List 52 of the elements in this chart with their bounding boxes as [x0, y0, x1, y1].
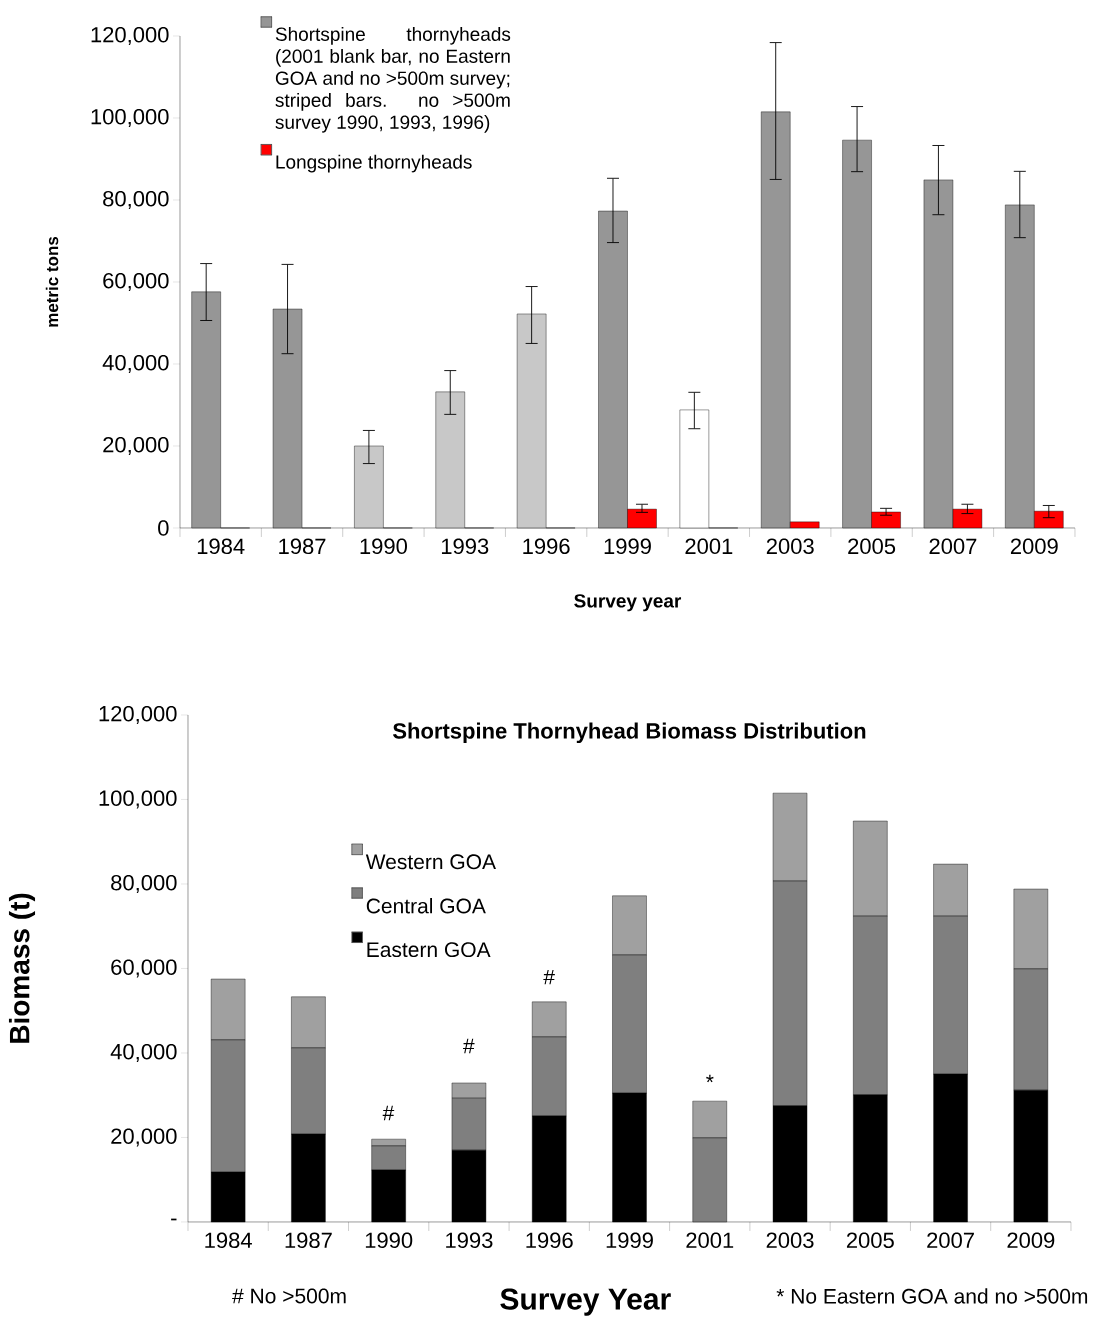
- y-tick-label: 100,000: [99, 790, 177, 809]
- y-tick-label: 120,000: [91, 26, 169, 46]
- legend-label: Longspine thornyheads: [276, 154, 472, 173]
- x-tick-label: 1993: [446, 1232, 493, 1249]
- y-tick-label: -: [171, 1218, 177, 1221]
- y-tick-label: 80,000: [111, 874, 177, 894]
- y-tick-label: 120,000: [99, 705, 177, 725]
- x-tick-label: 2007: [929, 538, 977, 555]
- x-tick-label: 1984: [205, 1232, 252, 1249]
- text: # No >500m: [232, 1288, 346, 1304]
- y-tick-label: 80,000: [103, 190, 169, 210]
- y-tick-label: 20,000: [111, 1128, 177, 1147]
- y-tick-label: 20,000: [103, 436, 169, 456]
- x-tick-label: 1987: [285, 1232, 332, 1249]
- annotation: *: [706, 1074, 714, 1083]
- y-tick-label: 40,000: [102, 354, 169, 374]
- x-tick-label: 1987: [279, 538, 326, 555]
- y-tick-label: 60,000: [111, 959, 177, 978]
- chart-title: Shortspine Thornyhead Biomass Distribution: [393, 722, 866, 744]
- legend-label: Central GOA: [366, 898, 486, 914]
- annotation: #: [543, 969, 555, 985]
- y-tick-label: 0: [158, 520, 169, 536]
- legend-label: Eastern GOA: [367, 942, 491, 958]
- x-tick-label: 1990: [365, 1232, 413, 1249]
- x-tick-label: 2009: [1010, 538, 1058, 555]
- x-tick-label: 2001: [686, 1232, 734, 1249]
- x-tick-label: 2001: [685, 538, 733, 555]
- y-tick-label: 40,000: [110, 1043, 177, 1063]
- annotation: #: [382, 1105, 395, 1121]
- x-tick-label: 2005: [846, 1232, 894, 1249]
- x-tick-label: 1999: [604, 538, 651, 555]
- x-tick-label: 1996: [523, 538, 570, 555]
- y-tick-label: 60,000: [103, 272, 169, 292]
- y-axis-title: Biomass (t): [8, 893, 36, 1043]
- y-axis-title: metric tons: [45, 236, 59, 327]
- x-axis-title: Survey year: [574, 594, 682, 612]
- x-tick-label: 1984: [197, 538, 245, 555]
- x-tick-label: 1996: [526, 1232, 573, 1249]
- x-tick-label: 2003: [766, 538, 814, 555]
- legend-label: Western GOA: [365, 854, 497, 870]
- x-axis-title: Survey Year: [500, 1288, 671, 1316]
- y-tick-label: 100,000: [91, 108, 169, 128]
- text: * No Eastern GOA and no >500m: [776, 1288, 1088, 1304]
- x-tick-label: 1993: [441, 538, 489, 555]
- x-tick-label: 1990: [360, 538, 408, 555]
- x-tick-label: 2005: [848, 538, 896, 555]
- x-tick-label: 1999: [606, 1232, 653, 1249]
- x-tick-label: 2003: [766, 1232, 814, 1249]
- x-tick-label: 2007: [927, 1232, 974, 1249]
- legend-label: Shortspine thornyheads (2001 blank bar, no Eastern GOA and no >500m survey; striped bars. no >500m survey 1990, 1993, 1996): [275, 26, 511, 133]
- x-tick-label: 2009: [1007, 1232, 1055, 1249]
- annotation: #: [463, 1038, 475, 1054]
